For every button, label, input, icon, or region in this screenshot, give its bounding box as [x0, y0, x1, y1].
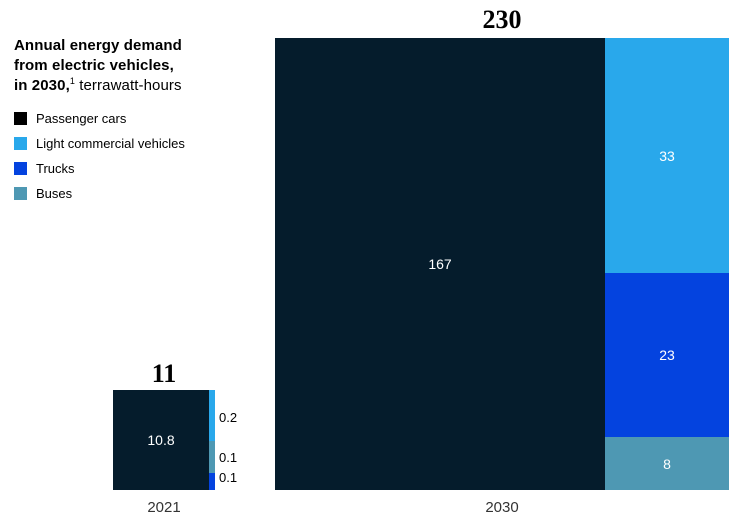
- segment-2030-buses: 8: [605, 437, 729, 490]
- segment-2021-light-commercial: [209, 390, 215, 441]
- legend-label: Passenger cars: [36, 111, 127, 126]
- chart-title: Annual energy demand from electric vehic…: [14, 36, 182, 96]
- value-label-2021-trucks: 0.1: [219, 470, 238, 485]
- legend-item-passenger-cars: Passenger cars: [14, 106, 185, 131]
- chart-title-line1: Annual energy demand: [14, 37, 182, 54]
- legend-label: Light commercial vehicles: [36, 136, 185, 151]
- segment-value: 8: [663, 455, 671, 472]
- legend-item-light-commercial-vehicles: Light commercial vehicles: [14, 131, 185, 156]
- segment-2030-trucks: 23: [605, 273, 729, 437]
- axis-label-2021: 2021: [147, 499, 181, 516]
- segment-2021-passenger-cars: 10.8: [113, 390, 209, 490]
- swatch-square-icon: [14, 137, 27, 150]
- segment-value: 10.8: [147, 432, 175, 448]
- value-label-2021-buses: 0.1: [219, 450, 238, 465]
- value-label-2021-light-commercial: 0.2: [219, 410, 238, 425]
- footnote-marker: 1: [69, 76, 75, 86]
- chart-title-line3: in 2030,1 terrawatt-hours: [14, 76, 182, 95]
- legend-label: Buses: [36, 186, 73, 201]
- total-label-2030: 230: [482, 5, 522, 34]
- segment-2021-buses: [209, 441, 215, 473]
- total-label-2021: 11: [151, 359, 177, 388]
- segment-value: 167: [428, 256, 452, 272]
- segment-value: 33: [659, 147, 675, 164]
- legend: Passenger cars Light commercial vehicles…: [14, 106, 185, 206]
- legend-item-trucks: Trucks: [14, 156, 185, 181]
- swatch-square-icon: [14, 187, 27, 200]
- segment-2021-trucks: [209, 473, 215, 490]
- chart-title-line2: from electric vehicles,: [14, 57, 174, 74]
- swatch-square-icon: [14, 162, 27, 175]
- legend-item-buses: Buses: [14, 181, 185, 206]
- segment-value: 23: [659, 347, 675, 363]
- segment-2030-passenger-cars: 167: [275, 38, 605, 490]
- swatch-square-icon: [14, 112, 27, 125]
- segment-2030-light-commercial: 33: [605, 38, 729, 273]
- axis-label-2030: 2030: [485, 499, 519, 516]
- legend-label: Trucks: [36, 161, 75, 176]
